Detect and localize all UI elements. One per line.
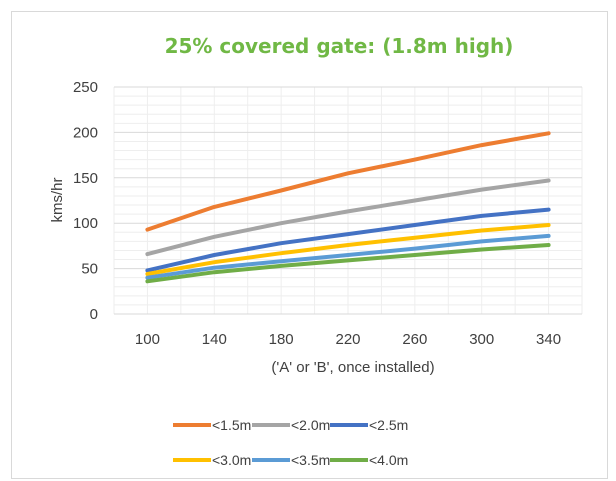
legend-label: <4.0m <box>369 452 408 468</box>
y-tick-label: 150 <box>73 170 98 187</box>
legend-item: <1.5m <box>173 417 251 433</box>
x-tick-label: 180 <box>269 331 294 348</box>
x-axis-title: ('A' or 'B', once installed) <box>271 359 434 376</box>
x-tick-label: 300 <box>469 331 494 348</box>
chart-frame <box>11 11 608 479</box>
series-line-1 <box>145 131 551 232</box>
legend-label: <3.5m <box>291 452 330 468</box>
y-tick-label: 100 <box>73 215 98 232</box>
y-tick-label: 50 <box>81 261 98 278</box>
x-tick-label: 220 <box>335 331 360 348</box>
x-tick-label: 340 <box>536 331 561 348</box>
legend: <1.5m <2.0m <2.5m <3.0m <3.5m <4.0m <box>173 417 408 468</box>
series-line-4 <box>145 223 551 276</box>
x-tick-label: 260 <box>402 331 427 348</box>
plot-gridlines <box>113 86 583 315</box>
y-axis-ticks: 0 50 100 150 200 250 <box>73 79 98 323</box>
x-axis-ticks: 100 140 180 220 260 300 340 <box>135 331 561 348</box>
legend-item: <3.5m <box>252 452 330 468</box>
series-line-2 <box>145 178 551 257</box>
y-tick-label: 200 <box>73 124 98 141</box>
legend-item: <4.0m <box>330 452 408 468</box>
x-tick-label: 140 <box>202 331 227 348</box>
legend-item: <2.0m <box>252 417 330 433</box>
series-line-3 <box>145 207 551 273</box>
y-axis-title: kms/hr <box>49 177 66 222</box>
y-tick-label: 250 <box>73 79 98 96</box>
series-line-5 <box>145 233 551 280</box>
legend-label: <1.5m <box>212 417 251 433</box>
y-tick-label: 0 <box>90 306 98 323</box>
plot-series <box>145 131 551 284</box>
series-line-6 <box>145 243 551 284</box>
legend-item: <2.5m <box>330 417 408 433</box>
x-tick-label: 100 <box>135 331 160 348</box>
legend-label: <2.0m <box>291 417 330 433</box>
legend-item: <3.0m <box>173 452 251 468</box>
chart-title: 25% covered gate: (1.8m high) <box>165 34 514 58</box>
legend-label: <2.5m <box>369 417 408 433</box>
legend-label: <3.0m <box>212 452 251 468</box>
